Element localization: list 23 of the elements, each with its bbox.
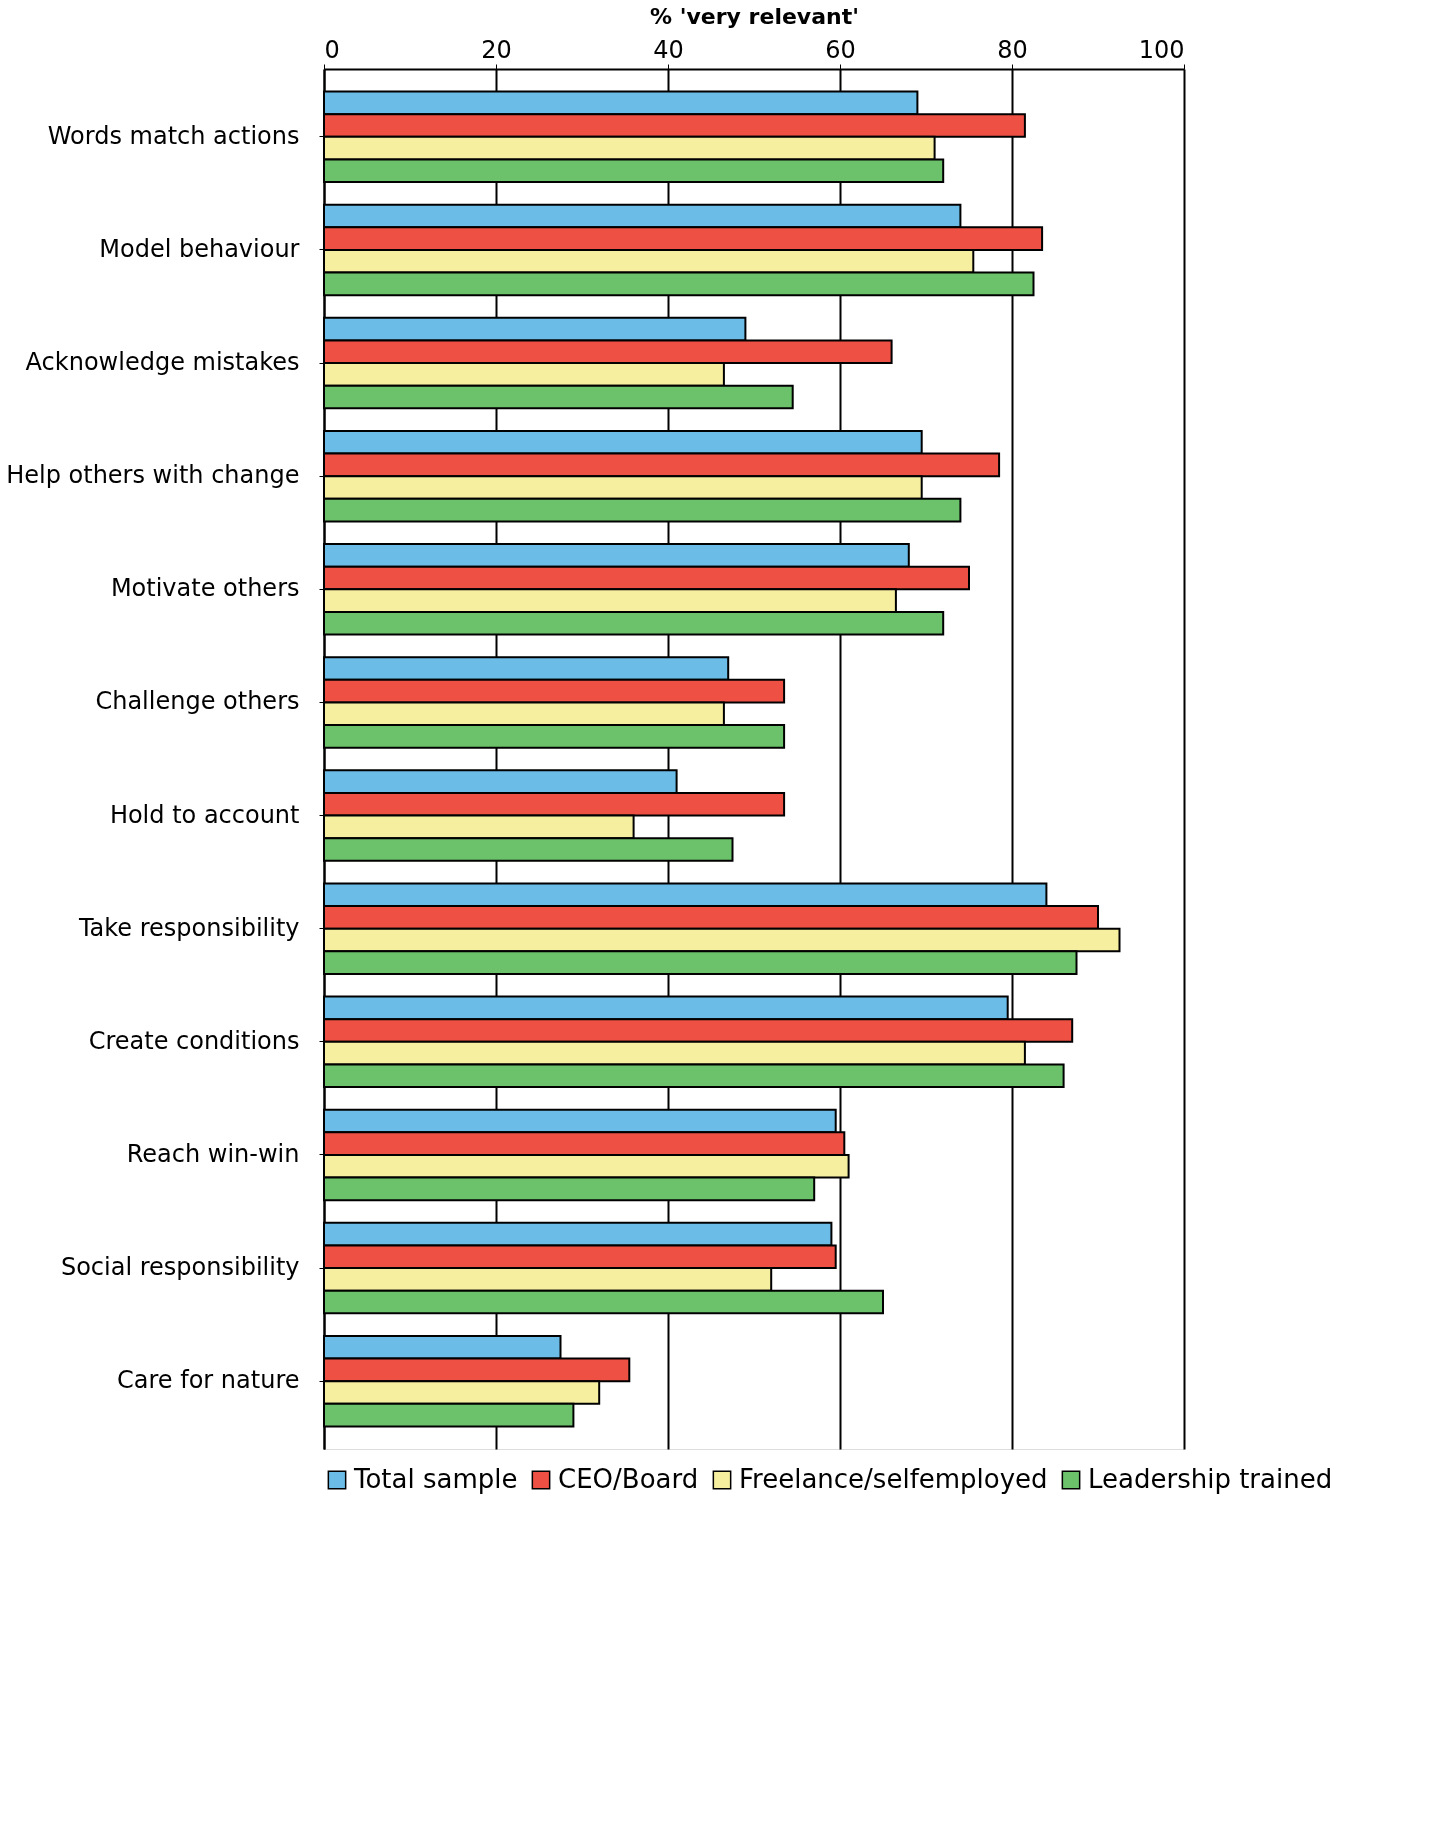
x-tick-label: 40: [653, 35, 684, 64]
legend-label: Total sample: [353, 1464, 518, 1494]
legend-label: Freelance/selfemployed: [739, 1464, 1048, 1494]
x-tick-label: 0: [324, 35, 340, 64]
y-tick-label: Hold to account: [109, 800, 300, 829]
y-tick-label: Words match actions: [47, 121, 300, 150]
x-axis-title: % 'very relevant': [650, 3, 859, 29]
x-tick-label: 100: [1138, 35, 1185, 64]
y-tick-label: Create conditions: [88, 1026, 300, 1055]
y-tick-label: Challenge others: [95, 687, 300, 716]
legend-label: Leadership trained: [1088, 1464, 1333, 1494]
x-tick-label: 80: [997, 35, 1028, 64]
y-tick-label: Take responsibility: [77, 913, 300, 942]
legend-label: CEO/Board: [558, 1464, 699, 1494]
y-tick-label: Model behaviour: [99, 234, 300, 263]
y-tick-label: Help others with change: [6, 461, 300, 490]
x-tick-label: 60: [825, 35, 856, 64]
y-tick-label: Acknowledge mistakes: [25, 348, 300, 377]
y-tick-label: Motivate others: [110, 574, 300, 603]
y-tick-label: Care for nature: [117, 1366, 300, 1395]
y-tick-label: Reach win-win: [126, 1139, 300, 1168]
y-tick-label: Social responsibility: [60, 1253, 300, 1282]
x-tick-label: 20: [481, 35, 512, 64]
